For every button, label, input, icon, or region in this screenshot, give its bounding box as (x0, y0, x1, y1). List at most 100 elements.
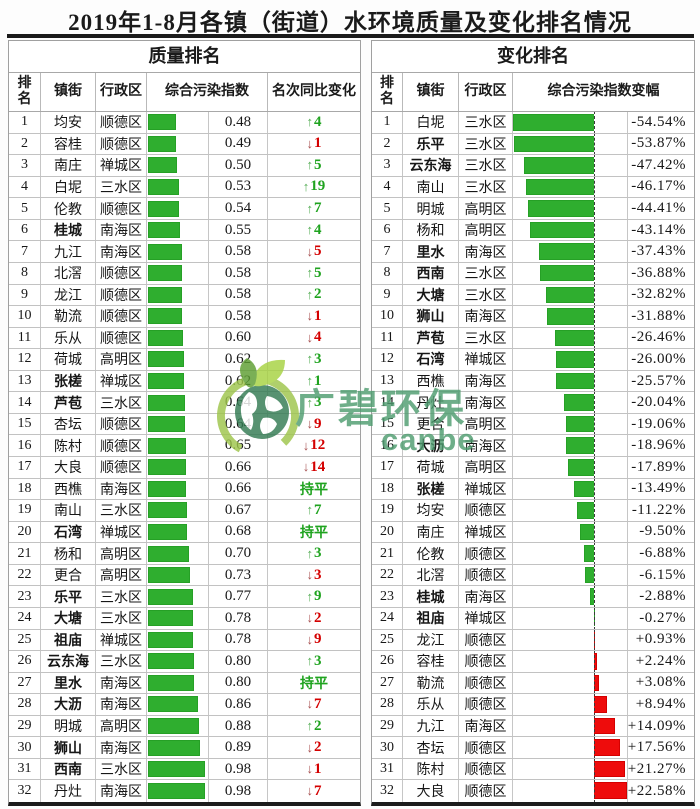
quality-table-row: 21 杨和 高明区 0.70 ↑ 3 (9, 543, 360, 565)
delta-bar-cell (513, 327, 628, 349)
rank-change-cell: ↑ 2 (306, 286, 322, 303)
rank-cell: 29 (372, 715, 403, 737)
delta-value-cell: -13.49% (631, 480, 686, 497)
change-table-row: 3 云东海 三水区 -47.42% (372, 155, 694, 177)
index-bar (148, 610, 194, 627)
delta-bar (574, 480, 594, 498)
rank-cell: 2 (9, 133, 41, 155)
index-bar (148, 351, 184, 368)
delta-value-cell: +17.56% (628, 739, 686, 756)
district-cell: 顺德区 (459, 651, 513, 672)
index-bar (148, 222, 180, 239)
delta-bar (545, 286, 594, 303)
town-cell: 大塘 (403, 284, 459, 306)
district-cell: 三水区 (459, 327, 513, 349)
delta-bar-cell (513, 457, 628, 478)
delta-value-cell: -19.06% (631, 415, 686, 432)
page-title: 2019年1-8月各镇（街道）水环境质量及变化排名情况 (68, 10, 632, 35)
delta-value-cell: +2.24% (635, 652, 686, 669)
delta-bar-cell (513, 478, 628, 500)
down-arrow-icon: ↓ (306, 610, 314, 626)
quality-header-index: 综合污染指数 (147, 73, 268, 111)
town-cell: 明城 (403, 198, 459, 219)
quality-table-row: 6 桂城 南海区 0.55 ↑ 4 (9, 219, 360, 242)
change-table-row: 15 更合 高明区 -19.06% (372, 413, 694, 436)
rank-cell: 19 (9, 500, 41, 521)
district-cell: 高明区 (96, 564, 147, 586)
change-ranking-table: 变化排名 排名 镇街 行政区 综合污染指数变幅 1 白坭 三水区 -54.54% 2 乐平… (371, 40, 695, 806)
change-table-row: 10 狮山 南海区 -31.88% (372, 306, 694, 328)
rank-cell: 16 (9, 435, 41, 456)
index-bar (148, 783, 205, 800)
rank-cell: 10 (372, 306, 403, 327)
quality-table-row: 8 北滘 顺德区 0.58 ↑ 5 (9, 262, 360, 285)
index-value-cell: 0.58 (209, 306, 268, 327)
index-bar-cell (147, 672, 209, 694)
town-cell: 南庄 (403, 521, 459, 543)
delta-bar (514, 135, 594, 153)
district-cell: 高明区 (96, 715, 147, 737)
index-bar-cell (147, 413, 209, 435)
quality-table-row: 31 西南 三水区 0.98 ↓ 1 (9, 758, 360, 781)
quality-table-row: 1 均安 顺德区 0.48 ↑ 4 (9, 112, 360, 134)
district-cell: 顺德区 (459, 758, 513, 780)
up-arrow-icon: ↑ (306, 351, 314, 367)
town-cell: 容桂 (403, 651, 459, 672)
delta-value-cell: -26.00% (631, 350, 686, 367)
change-header-town: 镇街 (403, 73, 459, 111)
delta-bar-cell (513, 694, 628, 715)
quality-table-row: 10 勒流 顺德区 0.58 ↓ 1 (9, 306, 360, 328)
index-bar-cell (147, 327, 209, 349)
delta-bar-cell (513, 262, 628, 284)
rank-change-cell: ↓ 1 (306, 135, 322, 152)
town-cell: 杏坛 (403, 737, 459, 758)
down-arrow-icon: ↓ (306, 631, 314, 647)
index-bar (148, 437, 186, 454)
town-cell: 张槎 (41, 370, 96, 392)
delta-bar (538, 243, 594, 260)
down-arrow-icon: ↓ (306, 739, 314, 755)
district-cell: 三水区 (459, 262, 513, 284)
district-cell: 三水区 (459, 133, 513, 155)
index-value-cell: 0.80 (209, 672, 268, 694)
delta-bar-cell (513, 715, 628, 737)
rank-change-cell: 持平 (300, 525, 328, 541)
up-arrow-icon: ↑ (306, 114, 314, 130)
rank-cell: 12 (372, 349, 403, 370)
index-value-cell: 0.48 (209, 112, 268, 133)
rank-cell: 30 (9, 737, 41, 758)
index-bar (148, 653, 195, 670)
delta-value-cell: +0.93% (635, 631, 686, 648)
rank-change-cell: ↑ 1 (306, 372, 322, 389)
delta-value-cell: -0.27% (639, 609, 686, 626)
quality-table-row: 23 乐平 三水区 0.77 ↑ 9 (9, 586, 360, 608)
index-bar (148, 674, 195, 691)
rank-cell: 3 (9, 155, 41, 176)
change-table-row: 20 南庄 禅城区 -9.50% (372, 521, 694, 544)
change-table-row: 9 大塘 三水区 -32.82% (372, 284, 694, 307)
town-cell: 丹灶 (41, 780, 96, 802)
town-cell: 桂城 (41, 219, 96, 241)
quality-table-row: 4 白坭 三水区 0.53 ↑ 19 (9, 176, 360, 199)
up-arrow-icon: ↑ (306, 373, 314, 389)
quality-rows: 1 均安 顺德区 0.48 ↑ 4 2 容桂 顺德区 0.49 ↓ 1 3 南庄 禅城区 0.50 ↑ 5 4 白坭三… (9, 112, 360, 802)
rank-cell: 21 (372, 543, 403, 564)
index-bar-cell (147, 392, 209, 413)
index-bar (148, 243, 182, 260)
index-bar-cell (147, 478, 209, 500)
district-cell: 南海区 (96, 780, 147, 802)
index-bar-cell (147, 176, 209, 198)
change-header-delta: 综合污染指数变幅 (547, 83, 660, 99)
down-arrow-icon: ↓ (306, 567, 314, 583)
quality-table-row: 5 伦教 顺德区 0.54 ↑ 7 (9, 198, 360, 220)
delta-value-cell: -9.50% (639, 523, 686, 540)
index-bar-cell (147, 694, 209, 715)
district-cell: 顺德区 (96, 133, 147, 155)
rank-change-cell: ↑ 2 (306, 717, 322, 734)
district-cell: 南海区 (459, 392, 513, 413)
index-bar-cell (147, 586, 209, 607)
rank-cell: 32 (372, 780, 403, 802)
rank-cell: 26 (372, 651, 403, 672)
district-cell: 三水区 (459, 112, 513, 133)
delta-value-cell: +22.58% (628, 782, 686, 799)
